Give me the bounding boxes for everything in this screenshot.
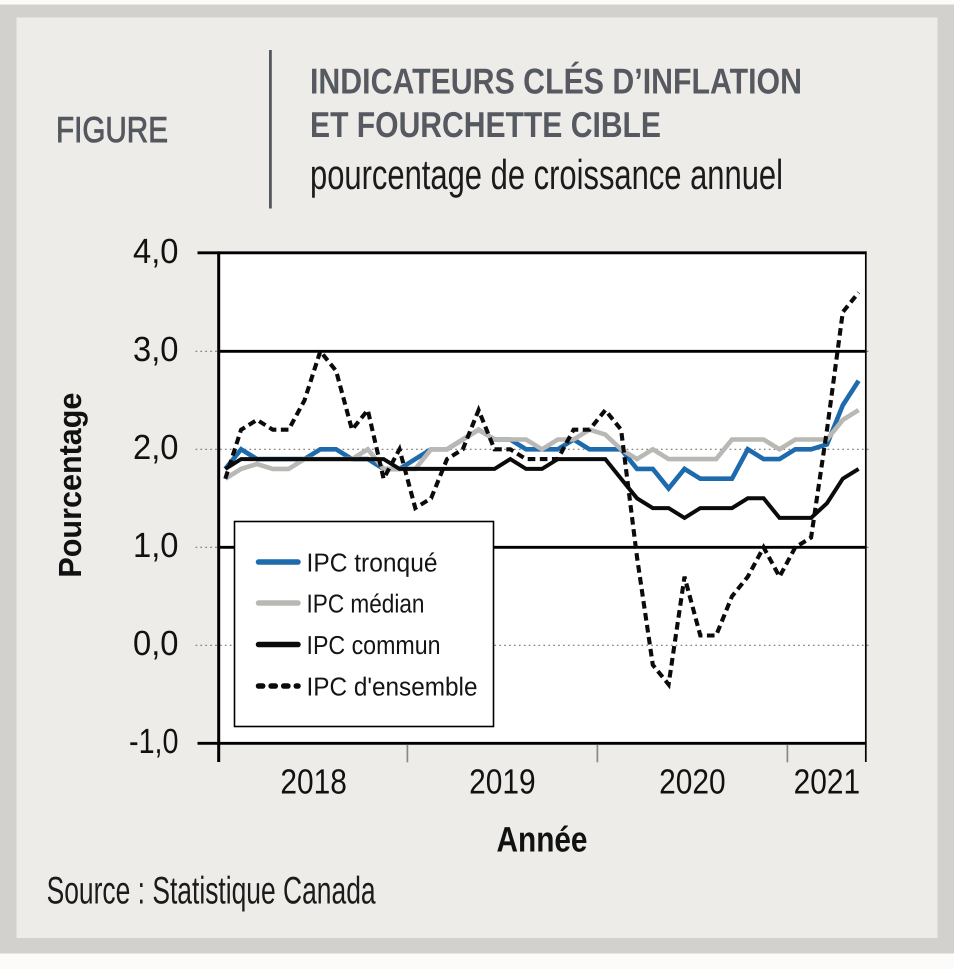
svg-text:2020: 2020 <box>659 762 726 801</box>
svg-text:-1,0: -1,0 <box>129 722 179 761</box>
svg-text:2019: 2019 <box>469 762 536 801</box>
svg-text:Source : Statistique Canada: Source : Statistique Canada <box>47 870 376 913</box>
svg-text:IPC d'ensemble: IPC d'ensemble <box>307 672 478 702</box>
svg-text:2021: 2021 <box>794 762 861 801</box>
svg-text:FIGURE: FIGURE <box>56 109 168 150</box>
svg-text:ET FOURCHETTE CIBLE: ET FOURCHETTE CIBLE <box>310 104 661 145</box>
svg-text:Pourcentage: Pourcentage <box>52 393 88 578</box>
svg-text:3,0: 3,0 <box>133 330 179 369</box>
svg-text:pourcentage de croissance annu: pourcentage de croissance annuel <box>310 151 783 198</box>
svg-text:2018: 2018 <box>280 762 347 801</box>
svg-text:0,0: 0,0 <box>133 624 179 663</box>
svg-text:INDICATEURS CLÉS D’INFLATION: INDICATEURS CLÉS D’INFLATION <box>310 61 802 102</box>
svg-text:Année: Année <box>497 819 588 859</box>
svg-text:4,0: 4,0 <box>133 232 179 271</box>
svg-text:IPC commun: IPC commun <box>307 630 441 660</box>
svg-text:2,0: 2,0 <box>133 428 179 467</box>
svg-text:1,0: 1,0 <box>133 526 179 565</box>
svg-text:IPC tronqué: IPC tronqué <box>307 548 438 578</box>
svg-text:IPC médian: IPC médian <box>307 589 425 619</box>
